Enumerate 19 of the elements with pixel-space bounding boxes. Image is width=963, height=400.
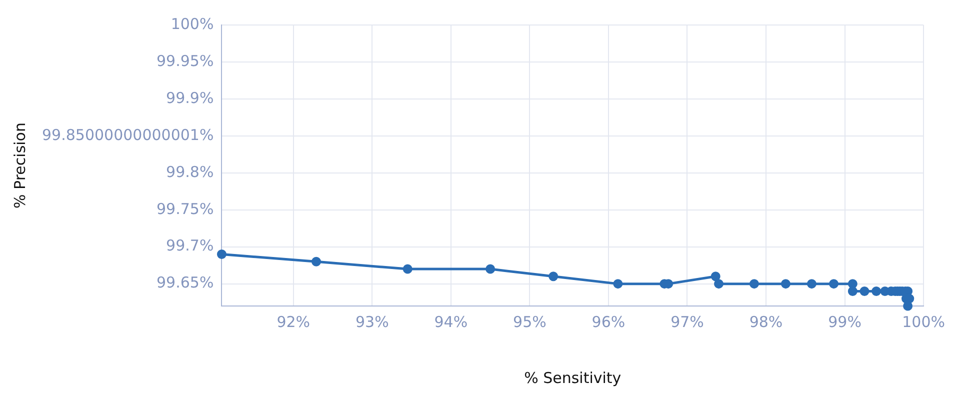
x-tick-label: 97%	[670, 312, 704, 331]
y-tick-label: 99.95%	[156, 52, 214, 70]
x-tick-label: 96%	[592, 312, 626, 331]
x-axis-title: % Sensitivity	[524, 368, 622, 387]
y-tick-label: 100%	[170, 14, 214, 33]
x-tick-label: 92%	[276, 312, 310, 331]
x-tick-label: 95%	[513, 312, 546, 331]
x-tick-label: 98%	[749, 312, 783, 331]
y-tick-label: 99.8%	[166, 162, 214, 181]
y-tick-label: 99.75%	[156, 200, 214, 218]
x-tick-label: 99%	[828, 312, 862, 331]
x-tick-label: 93%	[355, 312, 389, 331]
x-tick-label: 94%	[434, 312, 468, 331]
y-tick-label: 99.85000000000001%	[42, 126, 214, 144]
y-tick-label: 99.65%	[156, 274, 214, 292]
x-tick-label: 100%	[902, 312, 946, 331]
y-tick-label: 99.9%	[166, 88, 214, 107]
y-tick-label: 99.7%	[166, 236, 214, 255]
y-axis-title: % Precision	[10, 122, 29, 208]
